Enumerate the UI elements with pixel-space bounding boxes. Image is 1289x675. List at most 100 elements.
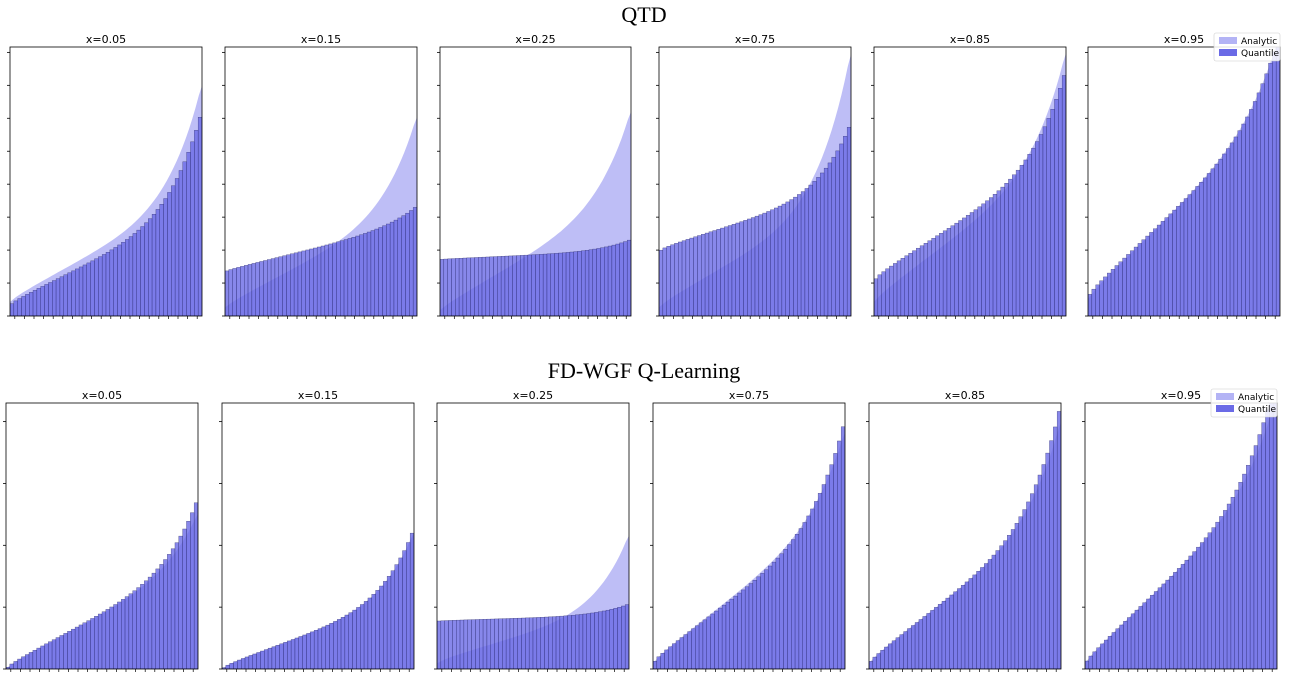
quantile-bar: [313, 630, 319, 669]
quantile-bar: [754, 215, 760, 316]
quantile-bar: [25, 654, 30, 669]
quantile-bar: [1099, 280, 1104, 316]
quantile-bar: [904, 255, 909, 316]
quantile-bar: [1138, 606, 1143, 669]
quantile-bar: [930, 610, 935, 669]
quantile-bar: [494, 618, 499, 669]
quantile-bar: [1272, 403, 1277, 669]
quantile-bar: [1233, 136, 1238, 316]
quantile-bar: [90, 618, 95, 669]
quantile-bar: [550, 253, 555, 316]
axes-frame: [221, 402, 415, 670]
quantile-bar: [71, 628, 76, 669]
quantile-bar: [178, 535, 183, 669]
quantile-bar: [1176, 206, 1181, 316]
quantile-bar: [94, 258, 99, 316]
plot-area: [6, 502, 198, 669]
quantile-bar: [386, 223, 391, 316]
quantile-bar: [880, 650, 885, 669]
quantile-bar: [186, 521, 191, 669]
quantile-bar: [926, 613, 931, 669]
quantile-bar: [290, 639, 296, 669]
quantile-bar: [1046, 118, 1051, 316]
quantile-bar: [1149, 232, 1154, 316]
quantile-bar: [1196, 546, 1201, 669]
quantile-bar: [1050, 109, 1055, 316]
quantile-bar: [117, 244, 122, 316]
quantile-bar: [1103, 276, 1108, 316]
quantile-bar: [582, 613, 587, 669]
panel-title: x=0.85: [950, 33, 990, 46]
quantile-bar: [1234, 489, 1239, 669]
quantile-bar: [1126, 254, 1131, 316]
quantile-bar: [899, 634, 904, 669]
quantile-bar: [747, 218, 752, 316]
quantile-bar: [683, 634, 688, 669]
quantile-bar: [710, 613, 715, 669]
quantile-bar: [316, 246, 322, 316]
quantile-bar: [275, 645, 280, 669]
quantile-bar: [592, 248, 597, 316]
quantile-bar: [1202, 177, 1208, 316]
quantile-bar: [546, 253, 551, 316]
quantile-bar: [758, 214, 763, 316]
panel-title: x=0.05: [82, 389, 122, 402]
panel-title: x=0.25: [515, 33, 555, 46]
quantile-bar: [509, 618, 514, 669]
quantile-bar: [471, 619, 476, 669]
quantile-bar: [32, 290, 38, 316]
quantile-bar: [922, 616, 927, 669]
quantile-bar: [21, 296, 26, 316]
quantile-bar: [351, 237, 356, 316]
quantile-bar: [1230, 497, 1235, 669]
quantile-bar: [1264, 73, 1269, 316]
quantile-bar: [918, 619, 923, 669]
quantile-bar: [653, 661, 658, 669]
quantile-bar: [493, 256, 498, 316]
quantile-bar: [1168, 213, 1173, 316]
quantile-bar: [976, 571, 981, 669]
quantile-bar: [325, 624, 330, 669]
quantile-bar: [348, 612, 353, 669]
quantile-bar: [405, 212, 410, 316]
quantile-bar: [74, 626, 80, 669]
quantile-bar: [578, 614, 584, 669]
quantile-bar: [907, 628, 912, 669]
quantile-bar: [912, 250, 917, 316]
quantile-bar: [371, 594, 376, 669]
quantile-bar: [531, 254, 536, 316]
quantile-bar: [44, 284, 49, 316]
quantile-bar: [697, 235, 702, 316]
quantile-bar: [329, 623, 334, 669]
quantile-bar: [1038, 134, 1044, 316]
quantile-bar: [263, 260, 268, 316]
quantile-bar: [512, 255, 517, 316]
quantile-bar: [1172, 209, 1177, 316]
quantile-bar: [301, 250, 306, 316]
quantile-bar: [1153, 228, 1158, 316]
quantile-bar: [144, 222, 149, 316]
quantile-bar: [28, 652, 34, 669]
quantile-bar: [140, 584, 145, 669]
row-title-fdwgf: FD-WGF Q-Learning: [548, 358, 740, 383]
quantile-bar: [766, 211, 771, 316]
quantile-bar: [617, 607, 622, 669]
quantile-bar: [774, 207, 779, 316]
quantile-bar: [194, 130, 199, 316]
quantile-bar: [1257, 434, 1262, 669]
quantile-bar: [1092, 651, 1097, 669]
quantile-bar: [489, 256, 494, 316]
quantile-bar: [525, 617, 530, 669]
quantile-bar: [48, 641, 53, 669]
quantile-bar: [456, 619, 461, 669]
quantile-bar: [814, 501, 819, 669]
quantile-bar: [1037, 474, 1042, 669]
quantile-bar: [800, 191, 806, 316]
quantile-bar: [536, 617, 541, 669]
quantile-bar: [885, 268, 890, 316]
quantile-bar: [891, 640, 897, 669]
quantile-bar: [313, 247, 318, 316]
panel-title: x=0.75: [729, 389, 769, 402]
quantile-bar: [516, 255, 521, 316]
